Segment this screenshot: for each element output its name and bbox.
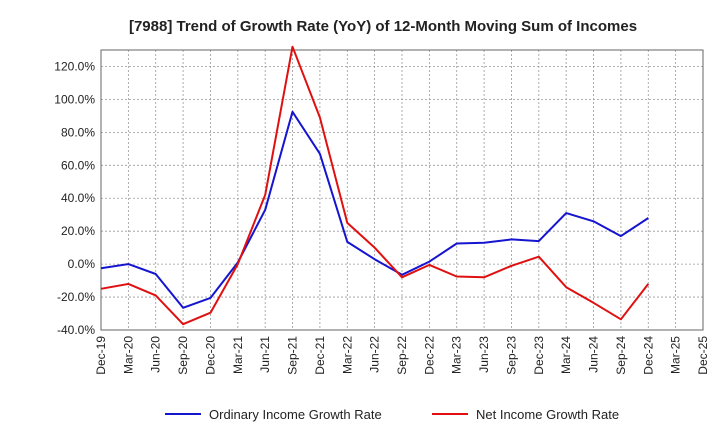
x-tick-label: Mar-23	[450, 336, 464, 374]
chart-title: [7988] Trend of Growth Rate (YoY) of 12-…	[129, 18, 637, 35]
x-tick-label: Dec-23	[532, 336, 546, 375]
x-tick-label: Dec-19	[94, 336, 108, 375]
x-tick-label: Dec-22	[422, 336, 436, 375]
x-tick-label: Sep-21	[286, 336, 300, 375]
series-lines	[100, 45, 650, 326]
plot-area	[100, 49, 704, 331]
x-tick-label: Mar-21	[231, 336, 245, 374]
x-tick-label: Sep-23	[504, 336, 518, 375]
x-tick-label: Dec-25	[696, 336, 710, 375]
x-tick-label: Dec-24	[641, 336, 655, 375]
y-tick-label: 80.0%	[61, 125, 95, 139]
y-tick-label: -20.0%	[57, 290, 95, 304]
x-tick-label: Jun-21	[258, 336, 272, 373]
x-tick-label: Jun-22	[368, 336, 382, 373]
x-tick-label: Sep-20	[176, 336, 190, 375]
series-line-net-income	[100, 45, 650, 326]
legend-label: Net Income Growth Rate	[476, 407, 619, 422]
x-tick-label: Mar-22	[340, 336, 354, 374]
y-tick-label: 120.0%	[54, 59, 95, 73]
legend: Ordinary Income Growth Rate Net Income Gr…	[165, 407, 619, 422]
x-tick-label: Dec-20	[203, 336, 217, 375]
x-tick-label: Jun-20	[149, 336, 163, 373]
x-tick-label: Dec-21	[313, 336, 327, 375]
x-tick-label: Jun-23	[477, 336, 491, 373]
x-tick-label: Jun-24	[587, 336, 601, 373]
y-tick-label: 20.0%	[61, 224, 95, 238]
x-axis: Dec-19 Mar-20 Jun-20 Sep-20 Dec-20 Mar-21 Jun-…	[94, 336, 710, 375]
y-tick-label: 100.0%	[54, 92, 95, 106]
y-tick-label: 60.0%	[61, 158, 95, 172]
y-tick-label: 0.0%	[68, 257, 96, 271]
x-tick-label: Mar-24	[559, 336, 573, 374]
x-tick-label: Sep-22	[395, 336, 409, 375]
x-tick-label: Mar-20	[121, 336, 135, 374]
gridlines	[100, 50, 704, 331]
series-line-ordinary-income	[100, 110, 649, 309]
x-tick-label: Mar-25	[669, 336, 683, 374]
y-tick-label: -40.0%	[57, 323, 95, 337]
y-tick-label: 40.0%	[61, 191, 95, 205]
legend-label: Ordinary Income Growth Rate	[209, 407, 382, 422]
x-tick-label: Sep-24	[614, 336, 628, 375]
y-axis: -40.0% -20.0% 0.0% 20.0% 40.0% 60.0% 80.0% 100.…	[54, 59, 95, 337]
